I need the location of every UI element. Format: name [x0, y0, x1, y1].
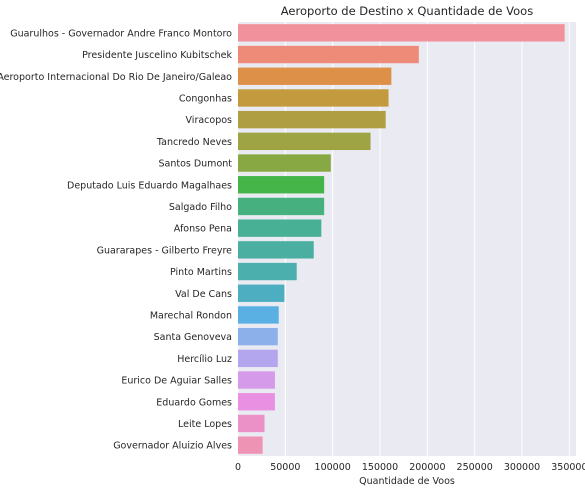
y-tick-label: Guararapes - Gilberto Freyre [97, 245, 233, 256]
bar [238, 414, 265, 433]
bar [238, 67, 392, 85]
y-tick-label: Eduardo Gomes [156, 397, 232, 408]
y-tick-label: Val De Cans [175, 289, 232, 300]
bar [238, 371, 275, 389]
y-tick-label: Governador Aluizio Alves [113, 441, 232, 452]
y-tick-label: Presidente Juscelino Kubitschek [82, 50, 232, 61]
y-tick-label: Deputado Luis Eduardo Magalhaes [67, 180, 232, 191]
plot-background [238, 22, 576, 456]
bar [238, 393, 275, 411]
chart-title: Aeroporto de Destino x Quantidade de Voo… [281, 4, 533, 18]
x-tick-label: 50000 [270, 462, 300, 473]
bar [238, 89, 389, 107]
y-tick-label: Eurico De Aguiar Salles [121, 376, 232, 387]
y-tick-label: Santa Genoveva [154, 332, 232, 343]
y-tick-label: Afonso Pena [174, 224, 232, 235]
bars [238, 24, 565, 454]
y-tick-labels: Guarulhos - Governador Andre Franco Mont… [0, 28, 232, 451]
x-tick-label: 150000 [362, 462, 398, 473]
y-tick-label: Viracopos [186, 115, 233, 126]
x-axis-label: Quantidade de Voos [359, 476, 455, 487]
bar [238, 262, 297, 281]
bar [238, 176, 325, 194]
bar [238, 436, 263, 454]
x-tick-label: 250000 [457, 462, 493, 473]
x-tick-label: 300000 [504, 462, 540, 473]
bar [238, 154, 331, 172]
bar [238, 110, 386, 129]
x-tick-label: 350000 [551, 462, 585, 473]
y-tick-label: Marechal Rondon [150, 310, 232, 321]
y-tick-label: Salgado Filho [169, 202, 232, 213]
bar [238, 197, 325, 216]
bar [238, 24, 565, 42]
bar [238, 306, 279, 324]
x-tick-label: 100000 [315, 462, 351, 473]
y-tick-label: Santos Dumont [158, 159, 232, 170]
bar [238, 284, 285, 302]
y-tick-label: Tancredo Neves [156, 137, 232, 148]
y-tick-label: Hercílio Luz [177, 354, 232, 365]
bar [238, 219, 322, 237]
x-tick-labels: 0 50000 100000 150000 200000 250000 300000 3500… [235, 462, 585, 473]
bar [238, 349, 278, 368]
y-tick-label: Guarulhos - Governador Andre Franco Mont… [10, 28, 232, 39]
x-tick-label: 200000 [409, 462, 445, 473]
bar [238, 241, 314, 259]
bar [238, 327, 278, 346]
y-tick-label: Leite Lopes [178, 419, 232, 430]
bar [238, 45, 419, 64]
y-tick-label: Congonhas [179, 93, 232, 104]
x-tick-label: 0 [235, 462, 241, 473]
bar [238, 132, 371, 151]
y-tick-label: Pinto Martins [170, 267, 232, 278]
y-tick-label: Aeroporto Internacional Do Rio De Janeir… [0, 72, 232, 83]
